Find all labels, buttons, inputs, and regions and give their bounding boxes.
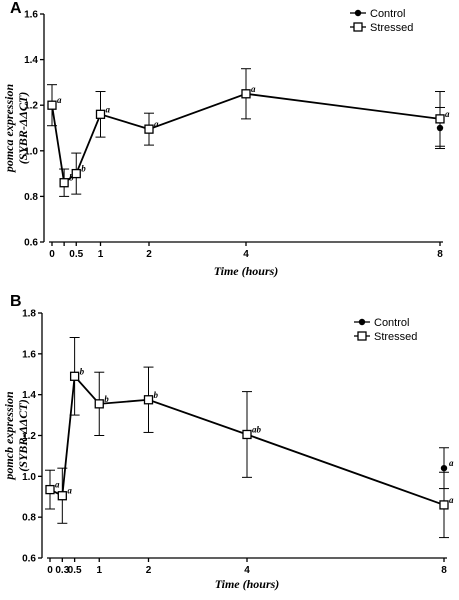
data-point bbox=[59, 178, 69, 188]
y-axis-title-units: (SYBR-ΔΔCT) bbox=[16, 92, 30, 164]
significance-label: ab bbox=[252, 424, 262, 434]
legend: Control Stressed bbox=[354, 317, 417, 343]
y-tick-label: 1.6 bbox=[24, 10, 38, 21]
data-point bbox=[439, 500, 449, 510]
series-control: a bbox=[439, 447, 454, 490]
legend-label-stressed: Stressed bbox=[374, 331, 417, 343]
legend-label-stressed: Stressed bbox=[370, 22, 413, 34]
x-tick-label: 0.5 bbox=[68, 565, 82, 576]
panel-a: A 0.6 0.8 1.0 1.2 1.4 1.6 0 0.5 1 2 4 8 Time (hours) p… bbox=[2, 0, 450, 278]
data-point bbox=[71, 168, 81, 179]
x-tick-label: 2 bbox=[146, 249, 152, 260]
significance-label: b bbox=[154, 390, 159, 400]
data-point bbox=[440, 464, 448, 472]
data-point bbox=[94, 399, 104, 409]
data-point bbox=[242, 429, 252, 440]
panel-b: B 0.6 0.8 1.0 1.2 1.4 1.6 1.8 0 0.30.5 1 2 4 8 Time (h… bbox=[2, 293, 454, 591]
significance-label: a bbox=[55, 480, 60, 490]
y-tick-label: 1.0 bbox=[24, 146, 38, 157]
significance-label: a bbox=[67, 486, 72, 496]
legend: Control Stressed bbox=[350, 8, 413, 34]
y-tick-label: 0.6 bbox=[22, 554, 36, 565]
significance-label: b bbox=[80, 366, 85, 376]
legend-label-control: Control bbox=[374, 317, 409, 329]
y-axis-title: pomcb expression bbox=[2, 391, 16, 481]
significance-label: a bbox=[449, 458, 454, 468]
significance-label: a bbox=[57, 95, 62, 105]
significance-label: a bbox=[106, 104, 111, 114]
x-tick-label: 8 bbox=[441, 565, 447, 576]
significance-label: a bbox=[445, 109, 450, 119]
x-tick-label: 4 bbox=[244, 565, 250, 576]
y-tick-label: 1.4 bbox=[24, 55, 38, 66]
y-tick-label: 0.6 bbox=[24, 238, 38, 249]
data-point bbox=[241, 89, 251, 99]
y-tick-label: 1.2 bbox=[24, 101, 38, 112]
data-point bbox=[57, 491, 67, 501]
y-tick-label: 1.0 bbox=[22, 472, 36, 483]
y-tick-label: 0.8 bbox=[22, 513, 36, 524]
legend-marker-stressed bbox=[357, 331, 367, 341]
y-tick-label: 0.8 bbox=[24, 192, 38, 203]
data-point bbox=[144, 124, 154, 134]
legend-marker-control bbox=[354, 9, 362, 17]
y-axis-title-units: (SYBR-ΔΔCT) bbox=[16, 399, 30, 471]
data-point bbox=[47, 100, 57, 110]
data-point bbox=[45, 484, 55, 495]
x-tick-label: 2 bbox=[146, 565, 152, 576]
x-tick-label: 0.5 bbox=[69, 249, 83, 260]
x-tick-label: 1 bbox=[96, 565, 102, 576]
data-point bbox=[435, 114, 445, 124]
x-axis-title: Time (hours) bbox=[215, 577, 280, 591]
y-tick-label: 1.6 bbox=[22, 349, 36, 360]
data-point bbox=[69, 371, 80, 381]
x-tick-label: 0 bbox=[49, 249, 55, 260]
legend-marker-control bbox=[358, 318, 366, 326]
data-point bbox=[95, 109, 106, 119]
x-tick-label: 0.3 bbox=[55, 565, 69, 576]
x-axis-title: Time (hours) bbox=[214, 264, 279, 278]
y-tick-label: 1.2 bbox=[22, 431, 36, 442]
y-axis-title: pomca expression bbox=[2, 84, 16, 174]
significance-label: a bbox=[449, 495, 454, 505]
x-tick-label: 8 bbox=[437, 249, 443, 260]
panel-letter: B bbox=[10, 293, 22, 310]
legend-marker-stressed bbox=[353, 22, 363, 32]
significance-label: b bbox=[104, 394, 109, 404]
significance-label: a bbox=[154, 119, 159, 129]
data-point bbox=[143, 395, 154, 405]
y-tick-label: 1.8 bbox=[22, 309, 36, 320]
y-tick-label: 1.4 bbox=[22, 390, 36, 401]
x-tick-label: 4 bbox=[243, 249, 249, 260]
legend-label-control: Control bbox=[370, 8, 405, 20]
significance-label: a bbox=[251, 84, 256, 94]
x-tick-label: 0 bbox=[47, 565, 53, 576]
panel-letter: A bbox=[10, 0, 22, 17]
significance-label: b bbox=[81, 164, 86, 174]
x-tick-label: 1 bbox=[98, 249, 104, 260]
